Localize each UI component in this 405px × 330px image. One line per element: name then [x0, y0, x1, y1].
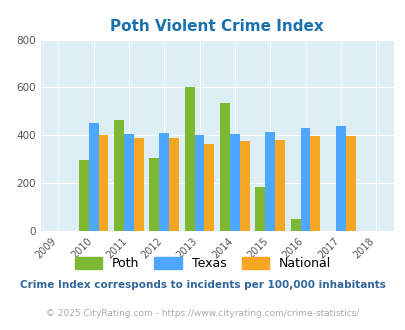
Bar — [79, 160, 88, 231]
Bar — [169, 138, 179, 231]
Bar — [220, 103, 229, 231]
Bar — [134, 138, 143, 231]
Bar — [204, 144, 214, 231]
Bar — [194, 135, 204, 231]
Bar — [335, 126, 345, 231]
Bar — [290, 219, 300, 231]
Bar — [159, 133, 169, 231]
Bar — [124, 134, 134, 231]
Bar — [229, 134, 239, 231]
Bar — [98, 135, 108, 231]
Bar — [184, 87, 194, 231]
Bar — [275, 140, 284, 231]
Bar — [345, 136, 355, 231]
Bar — [88, 123, 98, 231]
Title: Poth Violent Crime Index: Poth Violent Crime Index — [110, 19, 323, 34]
Bar — [310, 136, 320, 231]
Bar — [149, 158, 159, 231]
Legend: Poth, Texas, National: Poth, Texas, National — [69, 252, 336, 275]
Text: Crime Index corresponds to incidents per 100,000 inhabitants: Crime Index corresponds to incidents per… — [20, 280, 385, 290]
Bar — [255, 187, 264, 231]
Bar — [114, 120, 124, 231]
Bar — [264, 132, 275, 231]
Text: © 2025 CityRating.com - https://www.cityrating.com/crime-statistics/: © 2025 CityRating.com - https://www.city… — [46, 309, 359, 318]
Bar — [300, 128, 310, 231]
Bar — [239, 141, 249, 231]
